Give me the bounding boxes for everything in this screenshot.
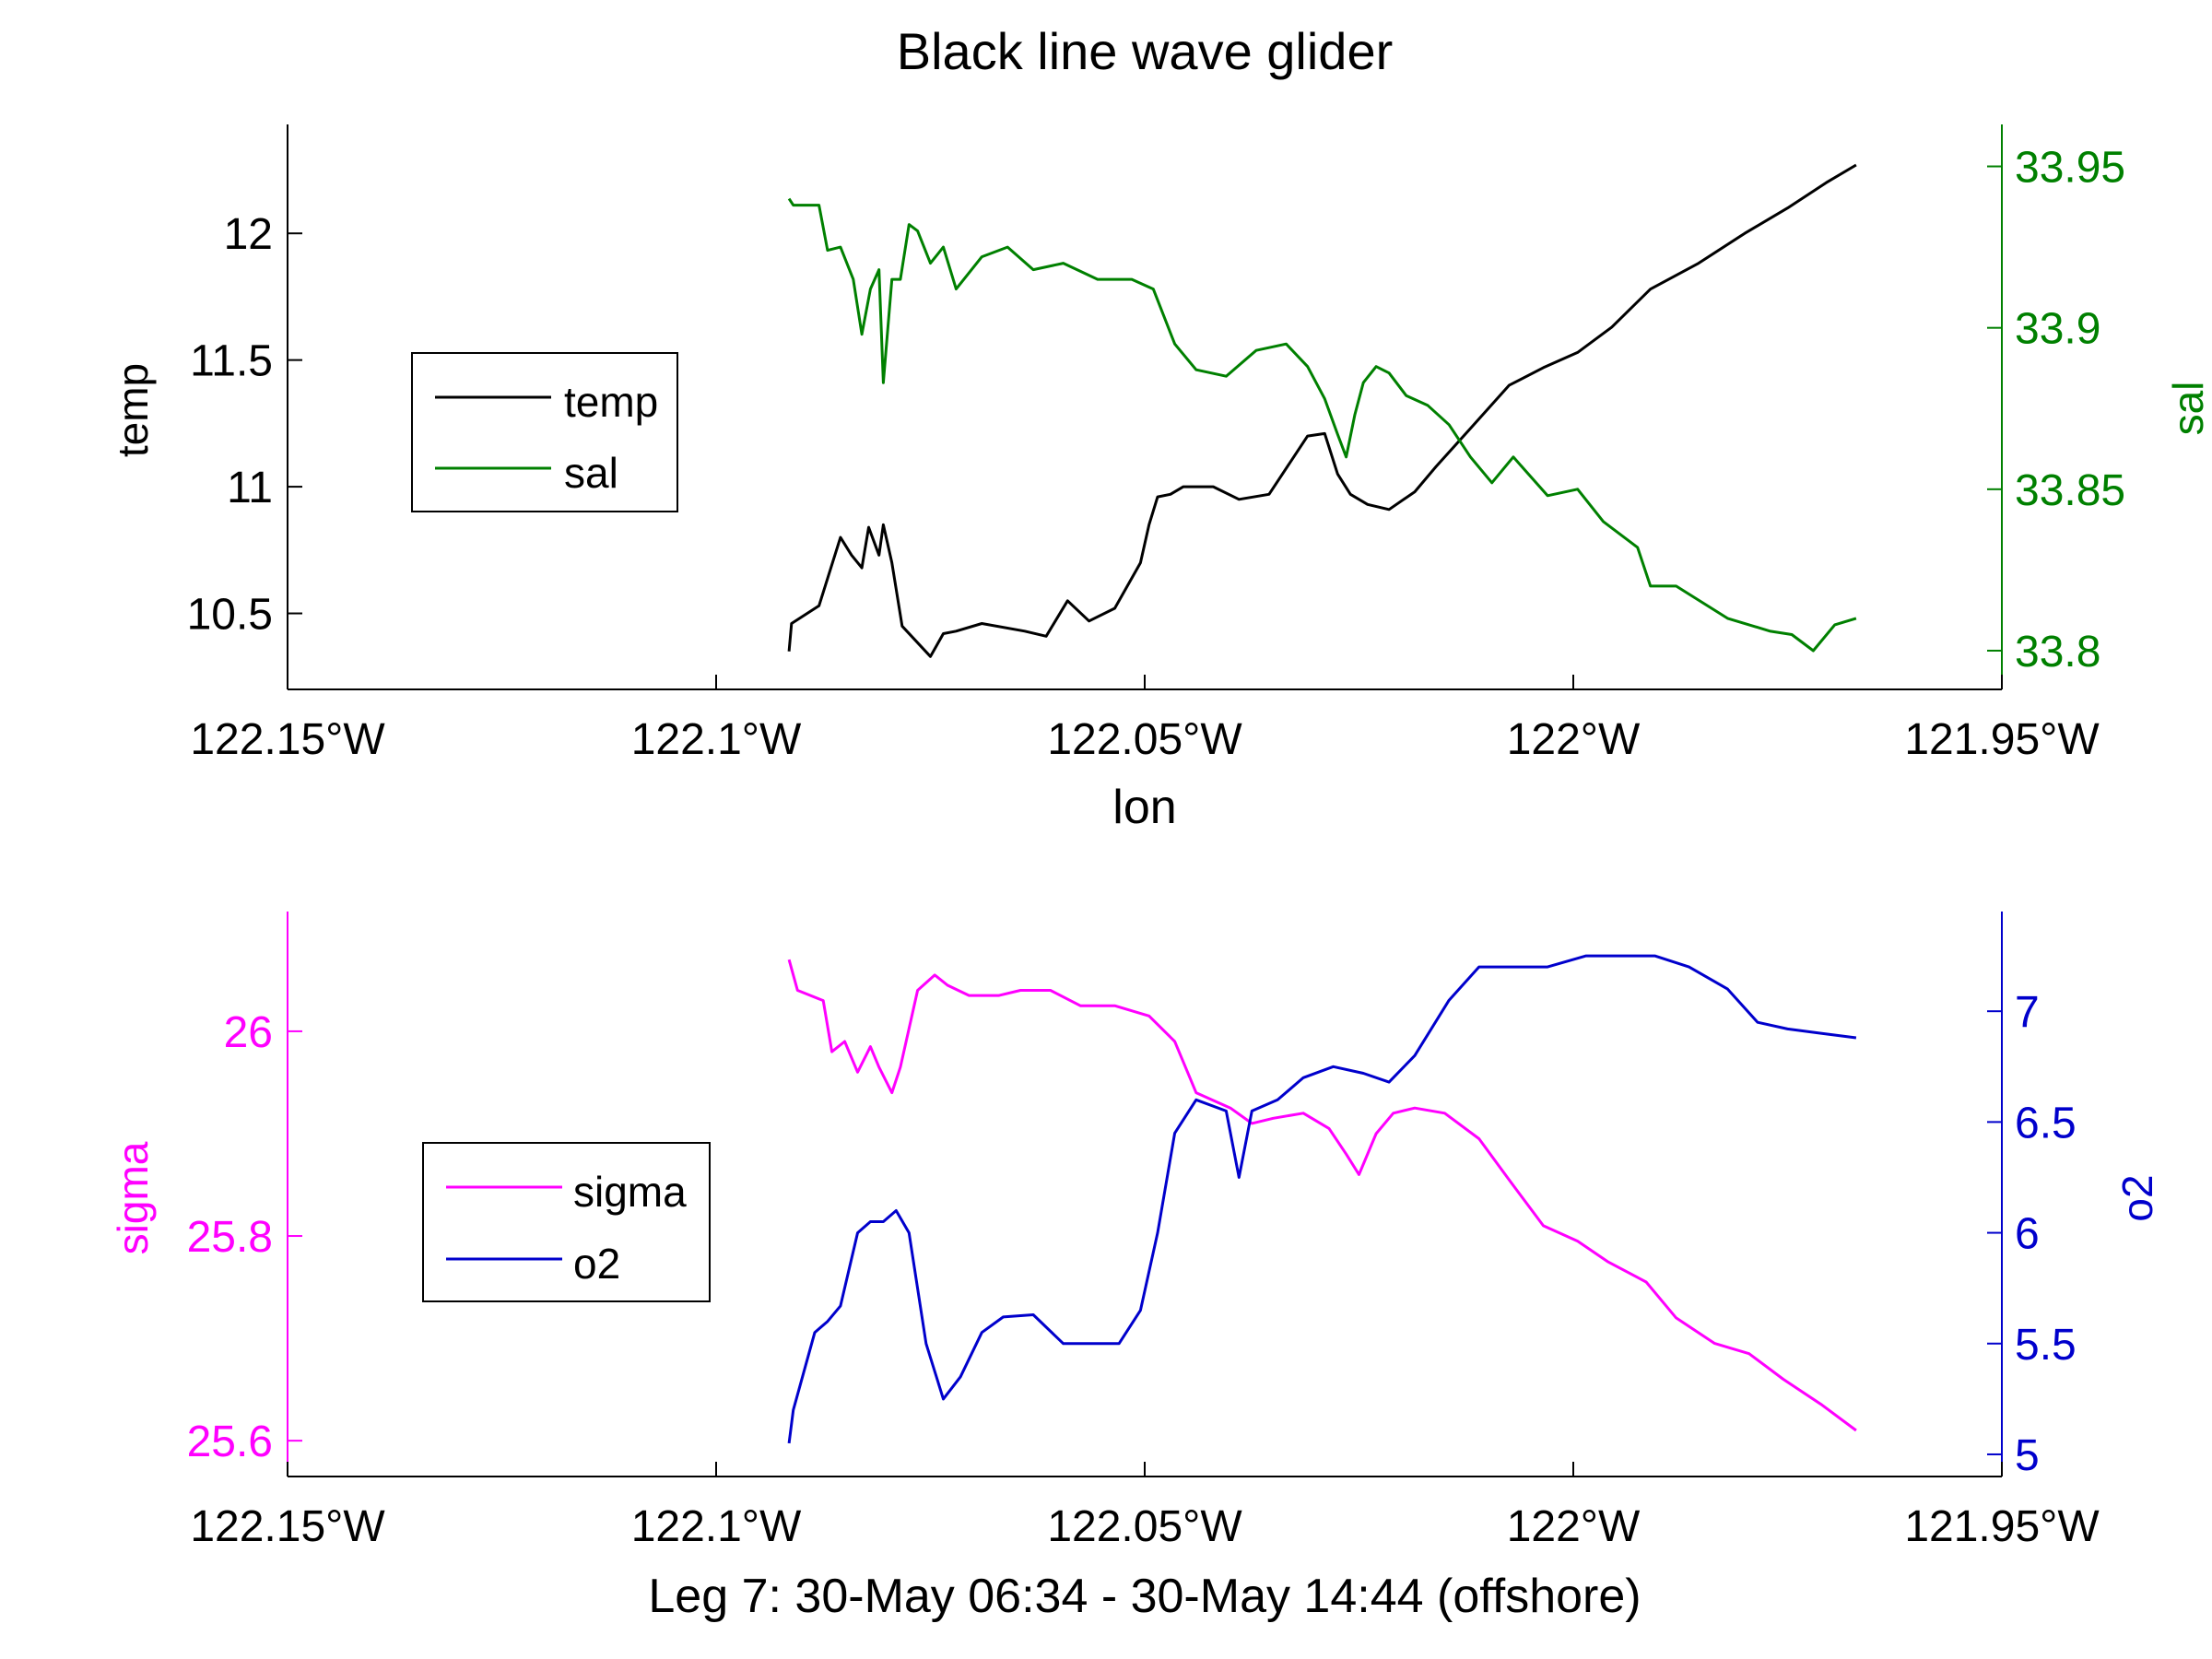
top-y-left-tick-label: 11.5: [190, 337, 273, 386]
top-legend-box: [411, 352, 678, 512]
top-y-right-tick-label: 33.85: [2015, 466, 2125, 515]
bottom-legend: sigma o2: [422, 1142, 711, 1302]
top-x-tick-label: 122°W: [1507, 715, 1641, 764]
top-x-tick-label: 121.95°W: [1904, 715, 2100, 764]
top-y-right-ticks: 33.8 33.85 33.9 33.95: [1987, 144, 2125, 677]
top-legend-sal-label: sal: [564, 449, 618, 497]
bottom-series: [787, 954, 1857, 1444]
bottom-y-left-tick-label: 25.8: [187, 1213, 273, 1262]
top-y-left-tick-label: 12: [224, 210, 273, 259]
top-y-left-tick-label: 11: [227, 464, 273, 512]
temp-series-line: [787, 163, 1857, 658]
bottom-y-right-tick-label: 5.5: [2015, 1321, 2077, 1370]
bottom-y-left-tick-label: 25.6: [187, 1418, 273, 1466]
bottom-x-tick-label: 122.15°W: [190, 1502, 385, 1551]
o2-series-line: [787, 954, 1857, 1444]
bottom-x-tick-label: 121.95°W: [1904, 1502, 2100, 1551]
bottom-y-left-ticks: 25.6 25.8 26: [187, 1008, 302, 1466]
top-y-right-tick-label: 33.8: [2015, 628, 2100, 677]
top-y-left-ticks: 10.5 11 11.5 12: [187, 210, 302, 640]
sigma-series-line: [787, 959, 1857, 1432]
bottom-y-right-ticks: 5 5.5 6 6.5 7: [1987, 988, 2077, 1480]
bottom-x-tick-label: 122.1°W: [631, 1502, 802, 1551]
top-x-tick-label: 122.15°W: [190, 715, 385, 764]
bottom-y-right-tick-label: 6.5: [2015, 1099, 2077, 1147]
top-x-tick-label: 122.05°W: [1047, 715, 1242, 764]
bottom-x-tick-label: 122°W: [1507, 1502, 1641, 1551]
top-y-left-tick-label: 10.5: [187, 591, 273, 640]
bottom-legend-sigma-label: sigma: [573, 1168, 687, 1216]
top-x-ticks: 122.15°W 122.1°W 122.05°W 122°W 121.95°W: [190, 675, 2100, 764]
bottom-x-axis-label: Leg 7: 30-May 06:34 - 30-May 14:44 (offs…: [648, 1570, 1641, 1623]
bottom-legend-o2-label: o2: [573, 1240, 620, 1288]
bottom-y-left-label: sigma: [109, 1141, 157, 1254]
bottom-x-ticks: 122.15°W 122.1°W 122.05°W 122°W 121.95°W: [190, 1462, 2100, 1551]
bottom-chart: 122.15°W 122.1°W 122.05°W 122°W 121.95°W 25.…: [109, 912, 2161, 1623]
top-x-axis-label: lon: [1112, 781, 1176, 834]
top-y-right-tick-label: 33.95: [2015, 144, 2125, 193]
bottom-y-right-tick-label: 7: [2015, 988, 2040, 1037]
bottom-y-left-tick-label: 26: [224, 1008, 273, 1057]
top-y-left-label: temp: [109, 363, 157, 457]
top-y-right-tick-label: 33.9: [2015, 305, 2100, 354]
top-legend: temp sal: [411, 352, 678, 512]
top-series: [787, 163, 1857, 658]
top-x-tick-label: 122.1°W: [631, 715, 802, 764]
bottom-x-tick-label: 122.05°W: [1047, 1502, 1242, 1551]
bottom-y-right-tick-label: 6: [2015, 1210, 2040, 1259]
top-legend-temp-label: temp: [564, 378, 658, 426]
sal-series-line: [787, 197, 1857, 653]
top-chart: 122.15°W 122.1°W 122.05°W 122°W 121.95°W 10.…: [109, 124, 2212, 834]
bottom-y-right-tick-label: 5: [2015, 1431, 2040, 1480]
bottom-legend-box: [422, 1142, 711, 1302]
figure-title: Black line wave glider: [897, 22, 1393, 80]
bottom-y-right-label: o2: [2113, 1174, 2161, 1221]
top-y-right-label: sal: [2164, 382, 2212, 436]
